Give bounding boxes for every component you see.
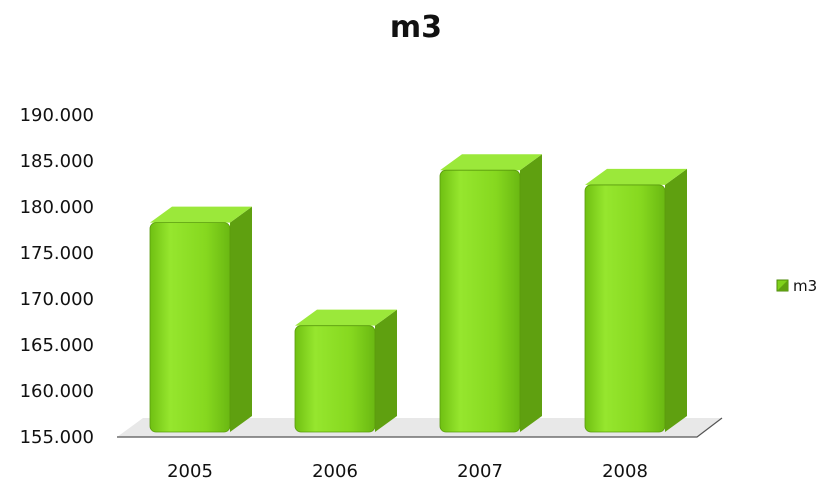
y-tick-label: 175.000: [20, 243, 94, 264]
legend-swatch-shade: [777, 280, 788, 291]
bar-side: [665, 168, 687, 433]
bar-top: [440, 154, 542, 171]
bar-top: [585, 168, 687, 185]
legend: m3: [776, 277, 817, 295]
bar-2006: [294, 309, 397, 433]
bar-top: [295, 309, 397, 326]
bar-top: [150, 206, 252, 223]
floor-edge: [117, 417, 723, 438]
bar-front: [439, 169, 521, 433]
x-tick-label: 2005: [167, 461, 213, 479]
bar-2005: [149, 206, 252, 433]
bar-side: [520, 154, 542, 432]
x-tick-label: 2008: [602, 461, 648, 479]
bar-2008: [584, 168, 687, 433]
bar-side: [230, 206, 252, 432]
chart-title: m3: [389, 10, 443, 45]
y-tick-label: 180.000: [20, 197, 94, 218]
y-tick-label: 165.000: [20, 335, 94, 356]
chart-floor: [117, 418, 722, 437]
legend-label: m3: [793, 277, 817, 295]
bar-2007: [439, 154, 542, 433]
y-tick-label: 155.000: [20, 427, 94, 448]
x-tick-label: 2006: [312, 461, 358, 479]
bar-front: [294, 325, 376, 433]
y-tick-label: 170.000: [20, 289, 94, 310]
bar-front: [584, 184, 666, 433]
y-tick-label: 185.000: [20, 151, 94, 172]
x-tick-label: 2007: [457, 461, 503, 479]
bar-side: [375, 309, 397, 432]
y-tick-label: 160.000: [20, 381, 94, 402]
y-tick-label: 190.000: [20, 105, 94, 126]
bar-front: [149, 222, 231, 433]
